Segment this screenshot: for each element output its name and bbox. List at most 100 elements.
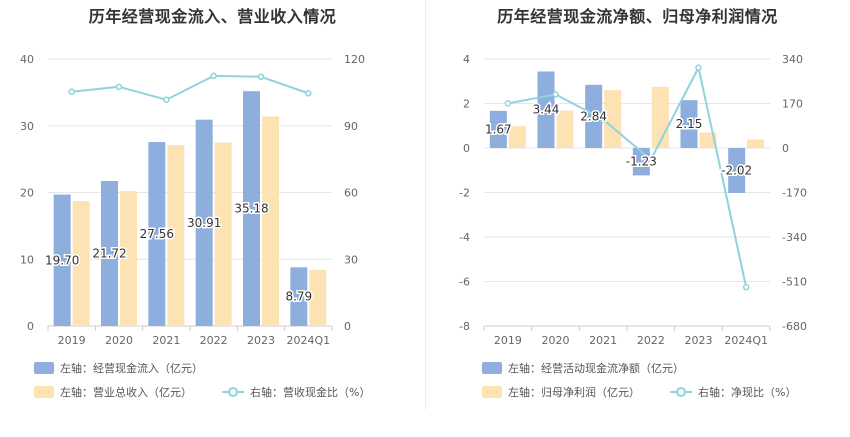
bar-data-label: 30.91 [187,216,221,230]
line-point [68,88,75,95]
legend-label: 右轴：营收现金比（%） [250,386,371,399]
bar [148,142,166,326]
bar [489,110,507,148]
y-left-tick-label: -4 [459,231,470,244]
bar [101,181,118,326]
bar-data-label: -1.23 [626,155,657,169]
legend-label: 左轴：经营活动现金流净额（亿元） [508,362,684,375]
bar [309,269,327,326]
bar [585,84,603,148]
x-tick-label: 2022 [200,334,228,347]
y-right-tick-label: -680 [782,320,807,333]
y-right-tick-label: -340 [782,231,807,244]
line-point [305,90,312,97]
legend-label: 左轴：营业总收入（亿元） [60,386,192,399]
y-left-tick-label: 4 [463,53,470,66]
legend-item-cash-ratio[interactable]: 右轴：营收现金比（%） [222,384,370,400]
y-right-tick-label: 120 [344,53,365,66]
bar [604,90,622,148]
line-point [257,73,265,81]
y-right-tick-label: 170 [782,98,803,111]
x-tick-label: 2022 [637,334,665,347]
y-right-tick-label: 90 [344,120,358,133]
legend-swatch-bar-blue [482,362,502,374]
left-chart-plot: 0 0 10 30 20 60 30 90 40 120 2019 2020 2021 2022 2023 2… [20,53,365,347]
y-left-tick-label: 30 [20,120,34,133]
bar-data-label: 27.56 [140,227,174,241]
bar [243,91,260,327]
bar-data-label: 3.44 [533,103,560,117]
y-right-tick-label: 0 [782,142,789,155]
line-point [742,283,750,291]
series-line [507,64,748,288]
y-left-tick-label: -8 [459,320,470,333]
y-left-tick-label: 20 [20,187,34,200]
legend-swatch-bar-orange [34,386,54,398]
bar [262,116,279,326]
legend-item-net-cash-ratio[interactable]: 右轴：净现比（%） [670,384,796,400]
bar [537,71,555,148]
legend-label: 右轴：净现比（%） [698,386,797,399]
bar [556,110,574,148]
bar-data-label: 2.15 [676,117,703,131]
line-point [210,72,217,80]
legend-item-net-profit[interactable]: 左轴：归母净利润（亿元） [482,384,640,400]
bar [508,126,526,148]
line-point [163,96,170,103]
y-left-tick-label: 0 [27,320,34,333]
bar [651,86,669,148]
legend-line-marker-icon [222,386,244,398]
bar [72,201,90,326]
x-tick-label: 2019 [494,334,522,347]
line-point [552,91,559,98]
y-right-tick-label: 0 [344,320,351,333]
line-point [599,116,607,123]
y-left-tick-label: 2 [463,98,470,111]
x-tick-label: 2024Q1 [287,334,331,347]
bar-data-label: -2.02 [721,163,752,177]
line-point [647,156,655,163]
bar [214,142,232,326]
x-tick-label: 2021 [152,334,180,347]
y-right-tick-label: 30 [344,253,358,266]
bar [680,100,698,148]
y-left-tick-label: 40 [20,53,34,66]
bar-data-label: 35.18 [234,202,268,216]
legend-label: 左轴：经营现金流入（亿元） [60,362,203,375]
series-line [71,74,309,101]
bar-data-label: 2.84 [580,109,607,123]
y-right-tick-label: -510 [782,276,807,289]
legend-label: 左轴：归母净利润（亿元） [508,386,640,399]
right-chart-title: 历年经营现金流净额、归母净利润情况 [497,7,778,26]
y-right-tick-label: 340 [782,53,803,66]
bar [167,145,185,326]
panel-divider [425,0,426,410]
bar [699,132,717,148]
left-chart-title: 历年经营现金流入、营业收入情况 [88,7,337,26]
y-left-tick-label: -6 [459,276,470,289]
bar [195,119,213,326]
x-tick-label: 2023 [685,334,713,347]
x-tick-label: 2024Q1 [724,334,768,347]
bar-data-label: 8.79 [285,290,312,304]
legend-swatch-bar-orange [482,386,502,398]
left-chart-panel: 历年经营现金流入、营业收入情况 0 0 10 30 20 60 30 90 40 120 2019 2… [20,7,370,400]
legend-item-revenue[interactable]: 左轴：营业总收入（亿元） [34,384,192,400]
y-left-tick-label: 10 [20,253,34,266]
bar [120,191,137,326]
bar [747,139,765,148]
legend-swatch-bar-blue [34,362,54,374]
y-left-tick-label: 0 [463,142,470,155]
x-tick-label: 2023 [247,334,275,347]
legend-item-cash-inflow[interactable]: 左轴：经营现金流入（亿元） [34,360,203,376]
line-point [504,100,512,107]
bar [728,148,746,193]
x-tick-label: 2021 [589,334,617,347]
legend-item-net-cash-flow[interactable]: 左轴：经营活动现金流净额（亿元） [482,360,684,376]
line-point [695,64,702,71]
y-right-tick-label: 60 [344,187,358,200]
bar [290,267,308,326]
right-chart-plot: -8 -680 -6 -510 -4 -340 -2 -170 0 0 2 170 4 340 2019 20… [459,53,807,347]
bar-data-label: 19.70 [45,253,79,267]
x-tick-label: 2020 [105,334,133,347]
